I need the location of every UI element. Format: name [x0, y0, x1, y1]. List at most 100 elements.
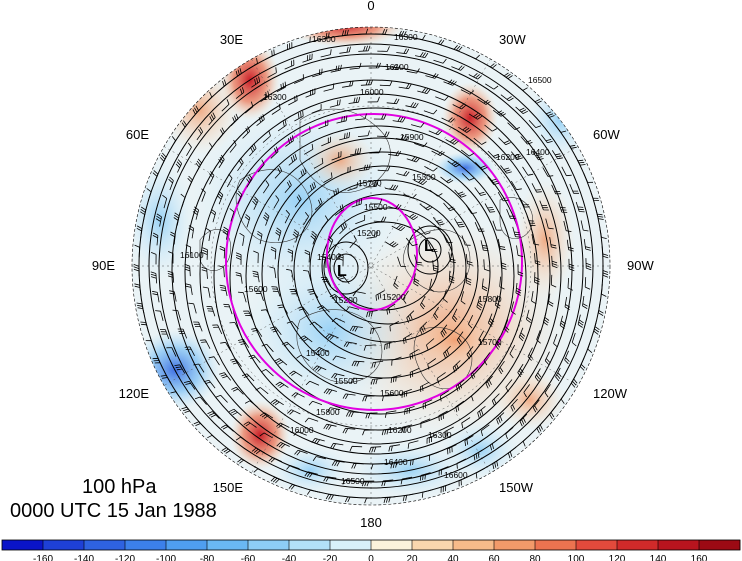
- wind-barb: [414, 142, 428, 148]
- wind-barb: [173, 212, 180, 226]
- wind-barb: [402, 290, 409, 304]
- wind-barb: [218, 154, 225, 169]
- wind-barb: [330, 64, 342, 73]
- wind-barb: [218, 79, 227, 92]
- wind-barb: [369, 326, 382, 335]
- wind-barb: [284, 209, 290, 224]
- wind-barb: [391, 356, 402, 366]
- wind-barb: [320, 49, 332, 58]
- wind-barb: [269, 266, 277, 279]
- wind-barb: [235, 272, 243, 284]
- wind-barb: [349, 235, 357, 248]
- wind-barb: [306, 489, 321, 495]
- wind-barb: [256, 230, 263, 245]
- wind-barb: [351, 198, 362, 208]
- wind-barb: [323, 83, 335, 92]
- wind-barb: [252, 270, 260, 283]
- wind-barb: [307, 181, 316, 194]
- wind-barb: [180, 120, 187, 134]
- wind-barb: [522, 166, 534, 176]
- wind-barb: [193, 421, 207, 430]
- wind-barb: [219, 284, 228, 296]
- contour-label: 15800: [478, 294, 502, 304]
- wind-barb: [366, 231, 378, 239]
- wind-barb: [410, 122, 425, 128]
- wind-barb: [302, 53, 313, 63]
- wind-barb: [531, 183, 542, 193]
- wind-barb: [345, 411, 359, 418]
- wind-barb: [468, 73, 482, 80]
- wind-barb: [484, 124, 498, 132]
- wind-barb: [396, 170, 410, 177]
- longitude-label-60e: 60E: [126, 127, 149, 142]
- wind-barb: [202, 286, 211, 298]
- wind-barb: [177, 328, 188, 339]
- wind-barb: [415, 51, 429, 58]
- colorbar-box: [617, 540, 659, 550]
- contour-label: 16200: [496, 152, 520, 162]
- wind-barb: [491, 393, 500, 406]
- wind-barb: [549, 406, 557, 420]
- colorbar-box: [658, 540, 700, 550]
- wind-barb: [184, 263, 191, 277]
- wind-barb: [522, 434, 531, 447]
- wind-barb: [503, 319, 510, 333]
- colorbar-tick-label: 120: [609, 554, 626, 561]
- wind-barb: [575, 156, 586, 166]
- contour-label: 16100: [180, 250, 204, 260]
- wind-barb: [542, 167, 554, 177]
- colorbar-tick-label: 40: [447, 554, 459, 561]
- wind-barb: [534, 253, 541, 266]
- wind-barb: [497, 238, 506, 251]
- wind-barb: [206, 142, 213, 156]
- wind-barb: [168, 251, 174, 264]
- wind-barb: [551, 184, 562, 195]
- wind-barb: [406, 310, 415, 323]
- wind-barb: [426, 338, 435, 351]
- wind-barb: [440, 483, 451, 493]
- colorbar-tick-label: -140: [74, 554, 94, 561]
- contour-labels: 16300 16300 16100 16000 16200 16400 1650…: [180, 32, 552, 486]
- wind-barb: [188, 225, 195, 239]
- contour-label: 15200: [382, 292, 406, 302]
- wind-barb: [218, 265, 225, 278]
- wind-barb: [305, 380, 320, 386]
- wind-barb: [528, 120, 542, 128]
- wind-barb: [233, 68, 242, 80]
- wind-barb: [208, 171, 215, 185]
- wind-barb: [288, 153, 297, 166]
- wind-barb: [431, 150, 445, 156]
- wind-barb: [441, 117, 455, 123]
- wind-barb: [554, 124, 567, 133]
- wind-barb: [549, 237, 557, 249]
- wind-barb: [536, 330, 541, 344]
- wind-barb: [363, 344, 376, 351]
- contour-label: 15700: [478, 337, 502, 347]
- wind-barb: [221, 447, 235, 454]
- wind-barb: [461, 173, 475, 181]
- wind-barb: [474, 187, 487, 196]
- wind-barb: [210, 208, 216, 223]
- wind-barb: [500, 257, 507, 270]
- wind-barb: [601, 284, 607, 297]
- wind-barb: [222, 226, 229, 240]
- wind-barb: [499, 72, 513, 79]
- wind-barb: [271, 286, 281, 297]
- wind-barb: [330, 442, 344, 449]
- wind-barb: [205, 227, 211, 241]
- wind-barb: [260, 309, 272, 319]
- reference-circles: [225, 113, 523, 411]
- wind-barb: [339, 46, 351, 54]
- wind-barb: [340, 166, 351, 176]
- wind-barb: [244, 101, 254, 114]
- wind-barb: [262, 180, 270, 194]
- wind-barb: [349, 62, 362, 70]
- wind-barb: [370, 463, 383, 470]
- wind-barb: [438, 410, 448, 422]
- colorbar-box: [2, 540, 44, 550]
- wind-barb: [406, 68, 420, 74]
- wind-barb: [244, 400, 258, 408]
- contour-label: 16400: [384, 457, 408, 467]
- wind-barb: [351, 360, 365, 367]
- wind-barb: [212, 324, 223, 335]
